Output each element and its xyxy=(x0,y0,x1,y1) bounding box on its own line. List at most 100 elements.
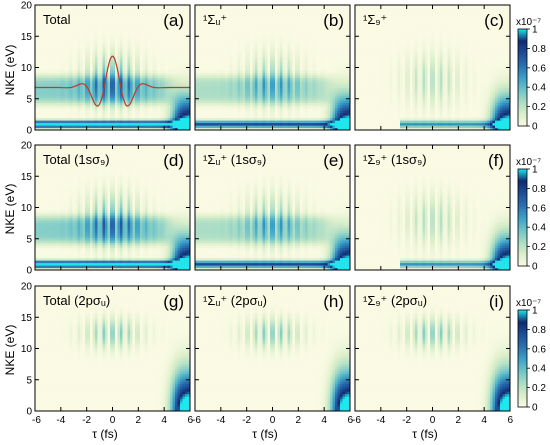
heatmap-cell xyxy=(127,65,131,69)
heatmap-cell xyxy=(167,10,171,14)
heatmap-cell xyxy=(212,47,216,51)
heatmap-cell xyxy=(200,55,204,59)
heatmap-cell xyxy=(130,87,134,91)
heatmap-cell xyxy=(60,60,64,64)
heatmap-cell xyxy=(265,67,269,71)
heatmap-cell xyxy=(102,122,106,126)
heatmap-cell xyxy=(160,112,164,116)
heatmap-cell xyxy=(60,110,64,114)
heatmap-cell xyxy=(100,40,104,44)
heatmap-cell xyxy=(277,57,281,61)
heatmap-cell xyxy=(177,105,181,109)
heatmap-cell xyxy=(87,102,91,106)
heatmap-cell xyxy=(162,72,166,76)
heatmap-cell xyxy=(107,22,111,26)
heatmap-cell xyxy=(42,115,46,119)
heatmap-cell xyxy=(72,80,76,84)
heatmap-cell xyxy=(95,37,99,41)
heatmap-cell xyxy=(162,7,166,11)
heatmap-cell xyxy=(242,110,246,114)
heatmap-cell xyxy=(140,50,144,54)
heatmap-cell xyxy=(130,122,134,126)
heatmap-cell xyxy=(125,60,129,64)
heatmap-cell xyxy=(205,52,209,56)
heatmap-cell xyxy=(247,40,251,44)
heatmap-cell xyxy=(282,90,286,94)
heatmap-cell xyxy=(215,100,219,104)
heatmap-cell xyxy=(75,22,79,26)
heatmap-cell xyxy=(110,60,114,64)
heatmap-cell xyxy=(142,105,146,109)
heatmap-cell xyxy=(225,95,229,99)
heatmap-cell xyxy=(230,90,234,94)
heatmap-cell xyxy=(125,90,129,94)
heatmap-cell xyxy=(137,102,141,106)
heatmap-cell xyxy=(172,55,176,59)
heatmap-cell xyxy=(107,10,111,14)
heatmap-cell xyxy=(200,100,204,104)
heatmap-cell xyxy=(212,110,216,114)
heatmap-cell xyxy=(125,42,129,46)
heatmap-cell xyxy=(242,72,246,76)
heatmap-cell xyxy=(165,80,169,84)
heatmap-cell xyxy=(67,72,71,76)
heatmap-cell xyxy=(127,45,131,49)
heatmap-cell xyxy=(170,50,174,54)
heatmap-cell xyxy=(170,110,174,114)
heatmap-cell xyxy=(50,40,54,44)
heatmap-cell xyxy=(40,32,44,36)
heatmap-cell xyxy=(130,72,134,76)
heatmap-cell xyxy=(135,15,139,19)
heatmap-cell xyxy=(47,30,51,34)
heatmap-cell xyxy=(207,30,211,34)
heatmap-cell xyxy=(97,107,101,111)
heatmap-cell xyxy=(55,10,59,14)
heatmap-cell xyxy=(57,20,61,24)
heatmap-cell xyxy=(147,20,151,24)
heatmap-cell xyxy=(165,97,169,101)
heatmap-cell xyxy=(285,112,289,116)
heatmap-cell xyxy=(62,55,66,59)
heatmap-cell xyxy=(260,55,264,59)
heatmap-cell xyxy=(262,95,266,99)
heatmap-cell xyxy=(50,35,54,39)
heatmap-cell xyxy=(262,110,266,114)
heatmap-cell xyxy=(240,102,244,106)
heatmap-cell xyxy=(167,127,171,130)
heatmap-cell xyxy=(210,22,214,26)
heatmap-cell xyxy=(167,97,171,101)
heatmap-cell xyxy=(127,10,131,14)
heatmap-cell xyxy=(197,27,201,31)
heatmap-cell xyxy=(137,122,141,126)
heatmap-cell xyxy=(130,40,134,44)
heatmap-cell xyxy=(202,50,206,54)
heatmap-cell xyxy=(247,32,251,36)
heatmap-cell xyxy=(162,122,166,126)
heatmap-cell xyxy=(112,30,116,34)
heatmap-cell xyxy=(35,115,39,119)
heatmap-cell xyxy=(232,125,236,129)
heatmap-cell xyxy=(177,30,181,34)
heatmap-cell xyxy=(137,110,141,114)
heatmap-cell xyxy=(217,97,221,101)
heatmap-cell xyxy=(215,37,219,41)
heatmap-cell xyxy=(167,5,171,9)
heatmap-cell xyxy=(102,32,106,36)
heatmap-cell xyxy=(237,117,241,121)
heatmap-cell xyxy=(212,92,216,96)
heatmap-cell xyxy=(130,82,134,86)
heatmap-cell xyxy=(107,122,111,126)
heatmap-cell xyxy=(150,7,154,11)
heatmap-cell xyxy=(57,82,61,86)
heatmap-cell xyxy=(112,27,116,31)
heatmap-cell xyxy=(125,105,129,109)
heatmap-cell xyxy=(77,55,81,59)
heatmap-cell xyxy=(245,65,249,69)
heatmap-cell xyxy=(112,25,116,29)
heatmap-cell xyxy=(112,55,116,59)
heatmap-cell xyxy=(120,10,124,14)
heatmap-cell xyxy=(80,62,84,66)
heatmap-cell xyxy=(227,82,231,86)
heatmap-cell xyxy=(42,47,46,51)
